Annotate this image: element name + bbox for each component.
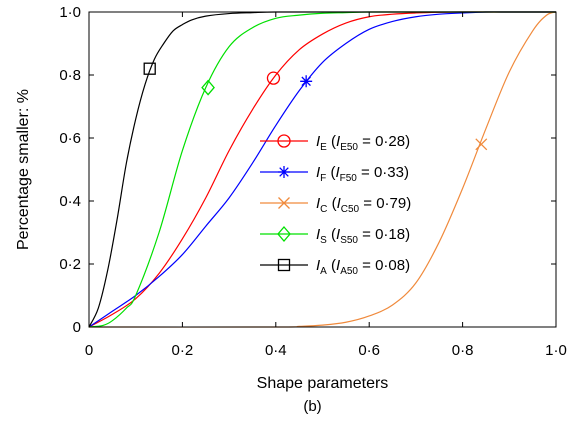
legend-marker-ic [278, 197, 290, 209]
series-line-ie [88, 11, 556, 328]
x-tick-label: 0·4 [265, 342, 287, 359]
series-marker-ic [475, 138, 488, 151]
y-tick-label: 1·0 [59, 4, 81, 21]
plot-frame [88, 11, 557, 328]
series-marker-if [300, 75, 313, 88]
x-tick-label: 0·8 [452, 342, 474, 359]
x-tick-label: 1·0 [545, 342, 567, 359]
figure-caption: (b) [303, 398, 321, 415]
y-tick-label: 0·8 [59, 67, 81, 84]
legend-label-if: IF (IF50 = 0·33) [316, 164, 409, 184]
legend-label-ia: IA (IA50 = 0·08) [316, 257, 410, 277]
legend-marker-ia [277, 258, 291, 272]
series-line-if [88, 11, 556, 328]
series-marker-ie [266, 71, 281, 85]
series-line-ic [88, 11, 557, 328]
series-line-is [88, 11, 556, 328]
plot-area [88, 11, 557, 328]
legend-label-ie: IE (IE50 = 0·28) [316, 133, 410, 153]
legend-label-ic: IC (IC50 = 0·79) [316, 195, 411, 215]
legend: IE (IE50 = 0·28) IF (IF50 = 0·33) IC (IC50… [260, 133, 411, 277]
series-line-ia [88, 11, 556, 328]
y-axis-title: Percentage smaller: % [15, 89, 32, 250]
x-tick-label: 0 [85, 342, 93, 359]
y-tick-label: 0·6 [59, 130, 81, 147]
x-tick-label: 0·6 [358, 342, 380, 359]
y-tick-label: 0 [73, 319, 81, 336]
series-marker-is [201, 79, 215, 96]
axes: 0 0·2 0·4 0·6 0·8 1·0 0 0·2 0·4 0·6 0·8 1·0 [59, 4, 567, 359]
series-marker-ia [143, 62, 156, 75]
legend-marker-is [277, 226, 291, 242]
x-axis-title: Shape parameters [257, 375, 389, 392]
y-tick-label: 0·4 [59, 193, 81, 210]
y-tick-label: 0·2 [59, 256, 81, 273]
legend-marker-ie [277, 134, 291, 148]
x-tick-label: 0·2 [172, 342, 194, 359]
legend-marker-if [278, 166, 290, 178]
legend-label-is: IS (IS50 = 0·18) [316, 226, 410, 246]
